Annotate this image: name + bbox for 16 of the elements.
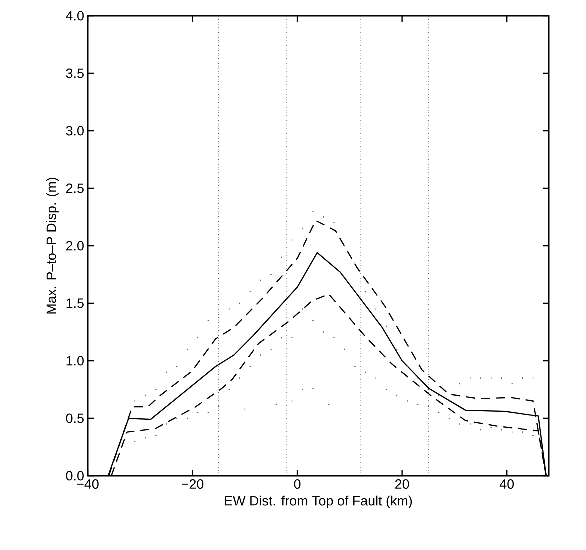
y-tick-label: 3.5 — [66, 68, 84, 78]
y-tick-label: 0.5 — [66, 414, 84, 424]
x-tick-label: 20 — [396, 480, 410, 490]
y-axis-title: Max. P–to–P Disp. (m) — [46, 178, 59, 314]
y-tick-label: 1.5 — [66, 298, 84, 308]
y-tick-label: 2.0 — [66, 241, 84, 251]
y-tick-label: 4.0 — [66, 11, 84, 21]
y-tick-label: 3.0 — [66, 126, 84, 136]
x-tick-label: 0 — [294, 480, 301, 490]
y-tick-label: 1.0 — [66, 356, 84, 366]
x-tick-label: −40 — [77, 480, 99, 490]
x-tick-label: −20 — [182, 480, 204, 490]
x-axis-title: EW Dist. from Top of Fault (km) — [225, 496, 412, 508]
x-tick-label: 40 — [500, 480, 514, 490]
y-tick-label: 0.0 — [66, 471, 84, 481]
y-tick-label: 2.5 — [66, 184, 84, 194]
